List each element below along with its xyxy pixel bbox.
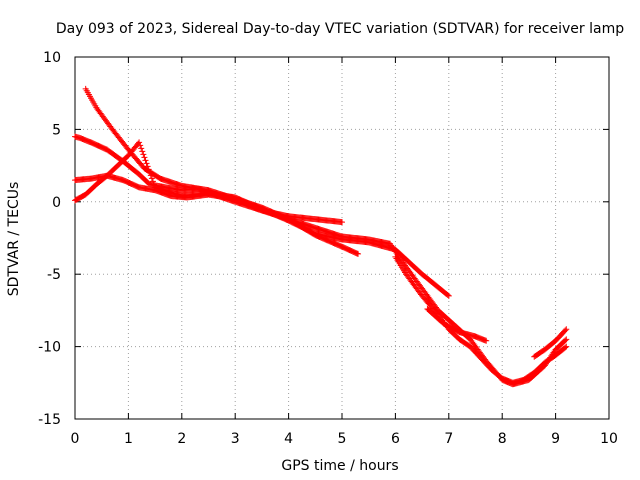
data-point: [138, 145, 145, 152]
data-point: [444, 292, 451, 299]
data-point: [141, 154, 148, 161]
series-track-g: [531, 326, 570, 360]
x-tick-label: 3: [231, 431, 240, 447]
data-point: [563, 343, 570, 350]
data-point: [483, 337, 490, 344]
data-point: [137, 142, 144, 149]
y-tick-label: 10: [43, 50, 61, 66]
x-tick-label: 9: [551, 431, 560, 447]
x-tick-label: 10: [600, 431, 618, 447]
chart-title: Day 093 of 2023, Sidereal Day-to-day VTE…: [56, 21, 624, 37]
x-tick-label: 1: [124, 431, 133, 447]
x-tick-label: 2: [177, 431, 186, 447]
data-point: [142, 157, 149, 164]
data-point: [563, 326, 570, 333]
y-tick-label: 5: [52, 122, 61, 138]
data-point: [149, 178, 156, 185]
data-point: [562, 344, 569, 351]
x-tick-label: 7: [444, 431, 453, 447]
x-tick-label: 8: [498, 431, 507, 447]
y-tick-label: -15: [38, 412, 61, 428]
data-point: [139, 148, 146, 155]
axis-ticks: 0 1 2 3 4 5 6 7 8 9 10 -15 -10 -5 0 5 10: [38, 50, 618, 447]
data-points: [72, 85, 570, 388]
data-point: [563, 336, 570, 343]
data-point: [145, 166, 152, 173]
y-tick-label: -5: [47, 267, 61, 283]
x-tick-label: 6: [391, 431, 400, 447]
data-point: [339, 219, 345, 226]
data-point: [355, 250, 362, 257]
data-point: [562, 337, 569, 344]
x-tick-label: 0: [71, 431, 80, 447]
data-point: [136, 139, 143, 146]
data-point: [151, 181, 158, 188]
data-point: [562, 327, 569, 334]
data-point: [147, 172, 154, 179]
series-track-e: [392, 253, 570, 386]
x-tick-label: 5: [338, 431, 347, 447]
y-tick-label: -10: [38, 340, 61, 356]
y-axis-label: SDTVAR / TECUs: [6, 182, 22, 297]
series-track-c: [72, 139, 452, 299]
series-track-d: [72, 172, 570, 388]
data-point: [143, 160, 150, 167]
series-track-f: [424, 305, 490, 344]
x-axis-label: GPS time / hours: [281, 458, 398, 474]
data-point: [445, 292, 452, 299]
data-point: [148, 175, 155, 182]
data-point: [144, 163, 151, 170]
data-point: [140, 151, 147, 158]
y-tick-label: 0: [52, 195, 61, 211]
data-point: [146, 169, 153, 176]
x-tick-label: 4: [284, 431, 293, 447]
